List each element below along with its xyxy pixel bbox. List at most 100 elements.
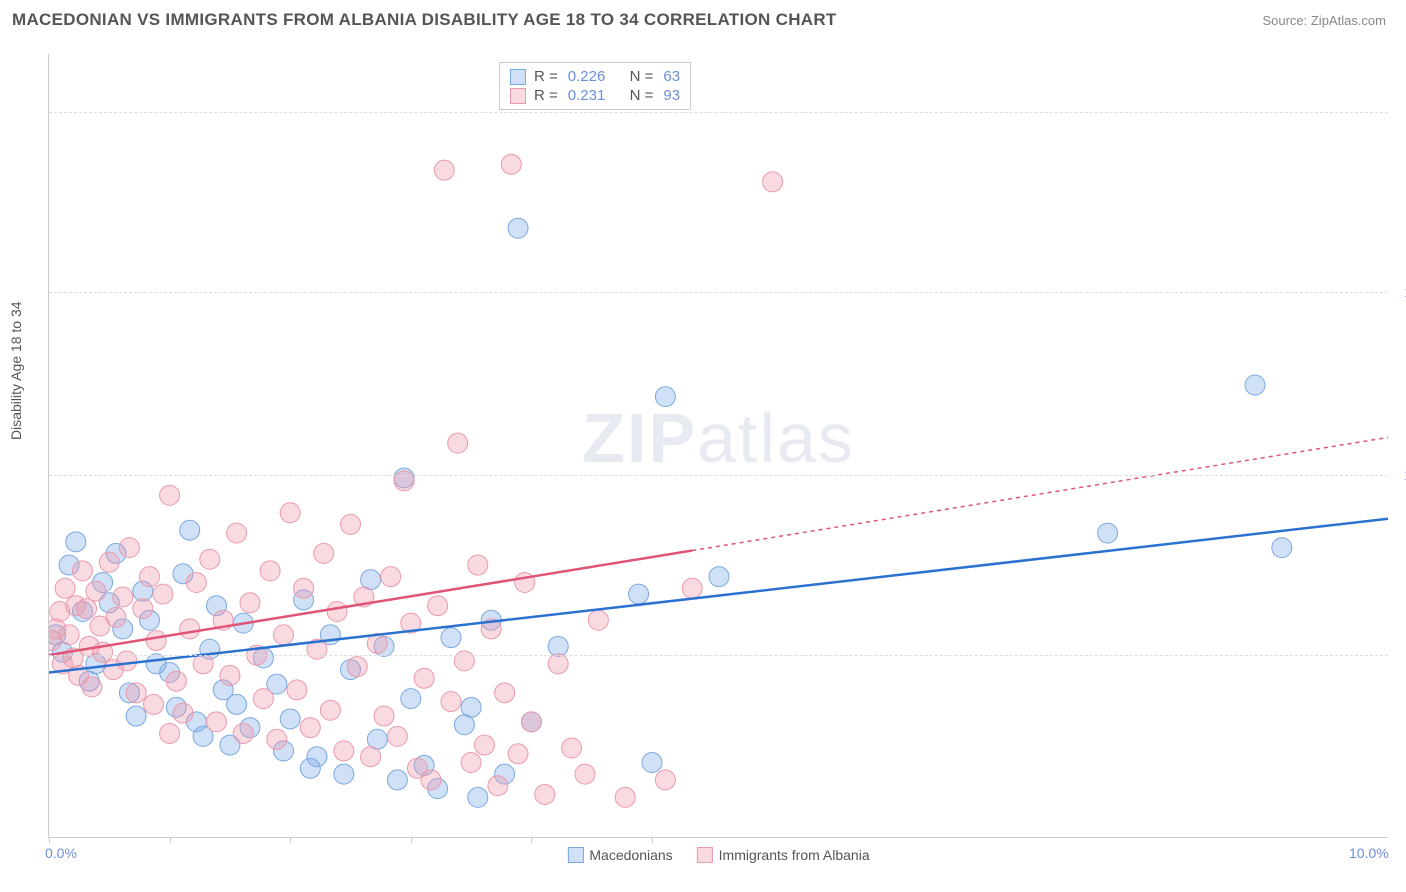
- scatter-point: [166, 671, 186, 691]
- scatter-point: [441, 628, 461, 648]
- scatter-point: [461, 697, 481, 717]
- scatter-point: [508, 744, 528, 764]
- legend-row: R =0.226 N =63: [510, 67, 680, 86]
- scatter-point: [86, 581, 106, 601]
- scatter-point: [294, 578, 314, 598]
- scatter-point: [508, 218, 528, 238]
- legend-swatch: [510, 88, 526, 104]
- scatter-point: [117, 651, 137, 671]
- scatter-point: [461, 753, 481, 773]
- legend-row: R =0.231 N =93: [510, 86, 680, 105]
- scatter-point: [334, 741, 354, 761]
- scatter-point: [501, 154, 521, 174]
- scatter-point: [575, 764, 595, 784]
- scatter-point: [180, 520, 200, 540]
- x-tick: [170, 837, 171, 843]
- scatter-point: [280, 503, 300, 523]
- scatter-point: [1098, 523, 1118, 543]
- scatter-point: [173, 703, 193, 723]
- scatter-point: [387, 726, 407, 746]
- scatter-point: [381, 567, 401, 587]
- scatter-point: [655, 387, 675, 407]
- scatter-point: [300, 718, 320, 738]
- scatter-point: [588, 610, 608, 630]
- scatter-point: [106, 607, 126, 627]
- scatter-point: [253, 689, 273, 709]
- scatter-point: [347, 657, 367, 677]
- x-tick: [411, 837, 412, 843]
- scatter-point: [1272, 538, 1292, 558]
- scatter-point: [240, 593, 260, 613]
- scatter-point: [682, 578, 702, 598]
- scatter-point: [153, 584, 173, 604]
- scatter-point: [200, 549, 220, 569]
- scatter-point: [334, 764, 354, 784]
- scatter-point: [374, 706, 394, 726]
- scatter-point: [227, 523, 247, 543]
- legend-series: Macedonians Immigrants from Albania: [567, 847, 869, 863]
- scatter-point: [394, 471, 414, 491]
- scatter-point: [160, 723, 180, 743]
- scatter-point: [521, 712, 541, 732]
- scatter-point: [763, 172, 783, 192]
- scatter-point: [414, 668, 434, 688]
- scatter-svg: [49, 54, 1388, 837]
- scatter-point: [82, 677, 102, 697]
- scatter-point: [144, 694, 164, 714]
- scatter-point: [140, 567, 160, 587]
- scatter-point: [66, 532, 86, 552]
- scatter-point: [113, 587, 133, 607]
- scatter-point: [207, 712, 227, 732]
- scatter-point: [548, 654, 568, 674]
- scatter-point: [267, 729, 287, 749]
- source-attribution: Source: ZipAtlas.com: [1262, 13, 1386, 28]
- scatter-point: [361, 747, 381, 767]
- x-tick: [652, 837, 653, 843]
- scatter-point: [327, 602, 347, 622]
- scatter-point: [434, 160, 454, 180]
- y-axis-title: Disability Age 18 to 34: [8, 301, 24, 440]
- x-tick: [531, 837, 532, 843]
- scatter-point: [287, 680, 307, 700]
- scatter-point: [401, 689, 421, 709]
- legend-series-item: Macedonians: [567, 847, 672, 863]
- scatter-point: [475, 735, 495, 755]
- scatter-point: [260, 561, 280, 581]
- scatter-point: [615, 787, 635, 807]
- scatter-point: [314, 543, 334, 563]
- scatter-point: [655, 770, 675, 790]
- scatter-point: [220, 665, 240, 685]
- scatter-point: [274, 625, 294, 645]
- x-tick: [290, 837, 291, 843]
- chart-area: ZIPatlas R =0.226 N =63 R =0.231 N =93 M…: [48, 54, 1388, 838]
- scatter-point: [709, 567, 729, 587]
- scatter-point: [421, 770, 441, 790]
- scatter-point: [126, 706, 146, 726]
- scatter-point: [307, 747, 327, 767]
- scatter-point: [99, 552, 119, 572]
- scatter-point: [126, 683, 146, 703]
- x-tick-label: 10.0%: [1349, 845, 1389, 861]
- scatter-point: [341, 514, 361, 534]
- scatter-point: [233, 723, 253, 743]
- scatter-point: [77, 599, 97, 619]
- scatter-point: [180, 619, 200, 639]
- scatter-point: [73, 561, 93, 581]
- scatter-point: [387, 770, 407, 790]
- scatter-point: [428, 596, 448, 616]
- scatter-point: [642, 753, 662, 773]
- chart-title: MACEDONIAN VS IMMIGRANTS FROM ALBANIA DI…: [12, 10, 837, 30]
- legend-swatch: [567, 847, 583, 863]
- gridline: [49, 112, 1388, 113]
- scatter-point: [468, 787, 488, 807]
- scatter-point: [119, 538, 139, 558]
- scatter-point: [146, 631, 166, 651]
- scatter-point: [441, 692, 461, 712]
- legend-series-item: Immigrants from Albania: [697, 847, 870, 863]
- trend-line-dashed: [692, 437, 1388, 550]
- x-tick-label: 0.0%: [45, 845, 77, 861]
- x-tick: [49, 837, 50, 843]
- scatter-point: [133, 599, 153, 619]
- scatter-point: [468, 555, 488, 575]
- scatter-point: [629, 584, 649, 604]
